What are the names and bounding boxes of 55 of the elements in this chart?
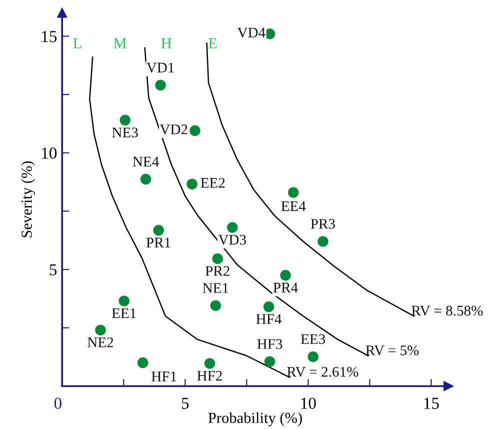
x-tick-label: 10 (301, 398, 316, 409)
annotation: E (208, 38, 217, 48)
point (137, 357, 148, 368)
series-label: VD2 (160, 124, 188, 134)
x-tick-label: 15 (424, 398, 439, 409)
point (120, 114, 130, 126)
annotation: H (161, 38, 172, 48)
x-tick-label: 0 (54, 398, 62, 409)
point (210, 300, 222, 311)
point (263, 301, 274, 312)
y-tick-label: 15 (42, 30, 57, 42)
series-label: HF4 (256, 314, 282, 324)
series-label: EE3 (300, 334, 326, 344)
series-label: VD1 (146, 62, 174, 73)
x-axis-title: Probability (%) (208, 412, 302, 426)
series-label: NE4 (132, 156, 159, 166)
series-label: NE1 (202, 283, 228, 293)
y-axis-title: Severity (%) (21, 161, 36, 238)
point (186, 178, 198, 190)
series-label: RV = 5% (366, 345, 419, 356)
series-label: EE4 (281, 201, 306, 211)
point (118, 296, 130, 306)
annotation: L (73, 38, 82, 48)
series-label: VD3 (218, 234, 246, 245)
point (288, 187, 299, 198)
series-label: RV = 8.58% (412, 306, 483, 316)
series-label: VD4 (237, 28, 266, 38)
point (153, 224, 164, 236)
point (155, 80, 166, 91)
point (318, 236, 328, 247)
series-label: NE2 (88, 338, 114, 348)
series-label: EE2 (200, 178, 225, 188)
series-label: PR2 (205, 266, 230, 276)
annotation: M (114, 38, 126, 48)
point (204, 358, 216, 369)
series-label: HF3 (257, 339, 282, 349)
series-label: EE1 (112, 308, 136, 318)
series-label: PR3 (310, 218, 335, 229)
point (226, 222, 238, 233)
series-label: NE3 (112, 128, 138, 138)
series-label: HF1 (152, 372, 176, 382)
point (190, 125, 200, 136)
point (95, 324, 106, 336)
point (308, 351, 318, 362)
point (212, 253, 223, 264)
x-tick-label: 5 (182, 398, 189, 409)
point (280, 270, 291, 281)
point (264, 356, 276, 367)
series-label: HF2 (197, 370, 222, 381)
series-label: RV = 2.61% (287, 366, 358, 377)
y-tick-label: 10 (42, 148, 57, 159)
y-tick-label: 5 (50, 264, 57, 276)
series-label: PR1 (146, 238, 170, 248)
point (140, 174, 152, 185)
series-label: PR4 (273, 282, 298, 292)
